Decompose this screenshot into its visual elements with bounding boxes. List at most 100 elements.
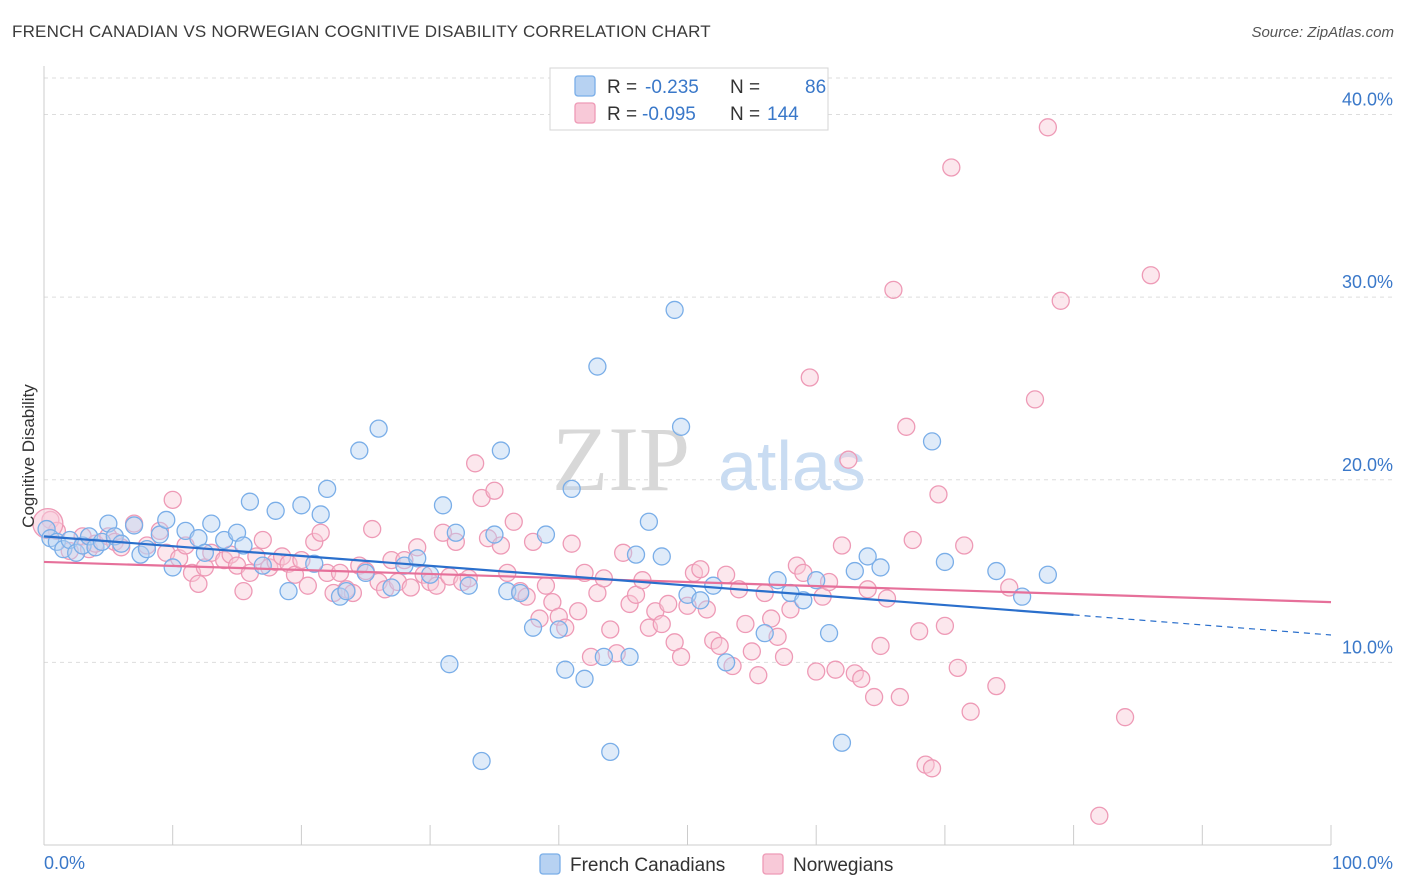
point-french-canadians [652,547,671,566]
point-norwegians [298,576,317,595]
trend-lines [43,535,1332,636]
point-french-canadians [311,505,330,524]
point-norwegians [427,576,446,595]
point-norwegians [987,676,1006,696]
y-tick-label: 20.0% [1342,455,1393,475]
chart-title: FRENCH CANADIAN VS NORWEGIAN COGNITIVE D… [12,22,711,41]
legend: R = -0.235 N = 86 R = -0.095 N = 144 [549,67,829,131]
point-french-canadians [459,576,478,595]
point-french-canadians [922,432,942,451]
legend-n-value-2: 144 [767,104,799,125]
watermark-zip: ZIP [552,408,690,510]
point-french-canadians [549,620,568,639]
point-norwegians [832,536,852,555]
point-norwegians [671,647,691,667]
point-french-canadians [1038,565,1058,584]
point-norwegians [530,609,549,628]
point-french-canadians [253,556,272,575]
point-norwegians [659,594,678,614]
trend-line-norwegians [43,560,1332,604]
point-norwegians [363,519,382,539]
point-french-canadians [382,578,401,597]
point-french-canadians [935,552,955,572]
point-french-canadians [626,545,646,564]
point-norwegians [1115,708,1135,727]
point-norwegians [433,523,453,542]
point-norwegians [465,454,485,473]
point-french-canadians [755,624,774,643]
x-tick-label-min: 0.0% [44,853,85,873]
point-norwegians [568,602,588,621]
point-french-canadians [536,525,556,544]
point-norwegians [742,642,761,661]
point-norwegians [736,614,755,634]
point-norwegians [852,669,871,688]
point-french-canadians [472,751,491,771]
point-norwegians [253,530,272,550]
point-norwegians [330,563,350,583]
point-norwegians [652,614,671,634]
point-french-canadians [67,543,86,562]
legend-swatch-pink [574,102,596,124]
point-french-canadians [240,492,260,511]
bottom-legend-swatch-norwegians [762,853,784,875]
point-french-canadians [485,525,504,544]
point-french-canadians [234,536,253,555]
point-norwegians [1141,266,1160,285]
point-french-canadians [317,479,337,499]
point-norwegians [826,660,845,679]
point-french-canadians [305,554,324,573]
point-french-canadians [556,660,575,679]
legend-r-label-1: R = [607,77,637,98]
point-norwegians [317,563,337,583]
point-norwegians [504,512,523,531]
point-norwegians [1090,806,1109,825]
point-norwegians [562,534,581,553]
point-french-canadians [858,547,877,566]
point-norwegians [1038,118,1058,137]
bottom-legend-swatch-french-canadians [539,853,561,875]
point-french-canadians [807,571,826,590]
point-french-canadians [124,516,144,535]
point-french-canadians [704,576,723,595]
point-french-canadians [369,419,388,438]
point-norwegians [922,759,942,778]
point-french-canadians [446,523,465,542]
legend-r-label-2: R = [607,104,637,125]
point-french-canadians [350,441,369,460]
watermark: ZIP atlas [552,408,866,510]
point-norwegians [864,687,884,707]
chart-source: Source: ZipAtlas.com [1251,24,1394,41]
point-french-canadians [601,742,620,762]
point-norwegians [491,536,511,555]
point-norwegians [697,600,716,619]
point-norwegians [897,417,916,436]
point-norwegians [942,158,961,177]
point-norwegians [929,485,948,504]
point-french-canadians [337,582,356,601]
watermark-atlas: atlas [718,427,866,505]
point-norwegians [691,560,710,579]
legend-swatch-blue [574,75,596,97]
point-norwegians [858,580,877,599]
point-french-canadians [195,543,215,562]
point-norwegians [272,547,292,566]
bottom-legend: French Canadians Norwegians [539,853,893,876]
point-norwegians [955,536,974,555]
legend-r-value-2: -0.095 [642,104,696,125]
point-french-canadians [1012,587,1032,606]
point-norwegians [620,594,639,614]
point-norwegians [800,368,819,387]
bottom-legend-label-french-canadians: French Canadians [570,855,725,876]
point-french-canadians [491,441,511,460]
point-french-canadians [163,558,182,577]
point-norwegians [807,662,826,681]
point-norwegians [787,556,807,575]
point-french-canadians [440,655,459,674]
bottom-legend-label-norwegians: Norwegians [793,855,893,876]
point-french-canadians [157,510,176,530]
point-norwegians [839,450,858,469]
point-french-canadians [433,496,453,515]
point-norwegians [710,636,729,656]
